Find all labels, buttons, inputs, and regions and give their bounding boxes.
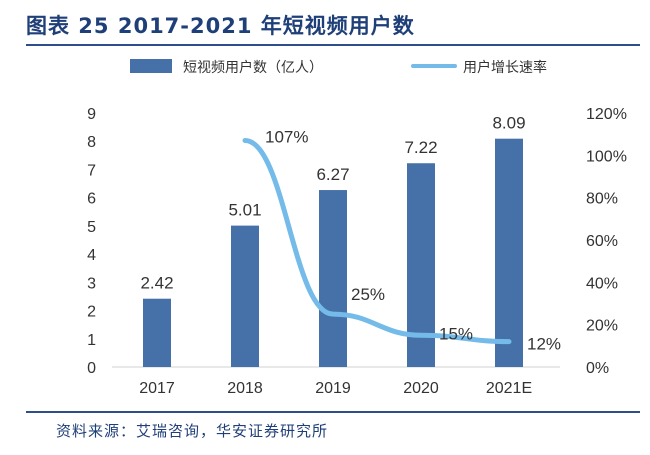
left-tick-label: 3 (87, 275, 96, 292)
source-note: 资料来源：艾瑞咨询，华安证券研究所 (56, 422, 329, 440)
line-value-label: 12% (527, 335, 561, 354)
line-value-label: 25% (351, 285, 385, 304)
legend-bar-label: 短视频用户数（亿人） (183, 59, 323, 76)
legend-line-label: 用户增长速率 (463, 59, 547, 76)
title-divider (26, 44, 640, 46)
bar-value-label: 8.09 (492, 114, 525, 133)
legend-bar-swatch (130, 59, 172, 73)
x-tick-label: 2018 (227, 380, 263, 397)
right-tick-label: 100% (586, 148, 627, 165)
line-series: 107% 25% 15% 12% (242, 128, 561, 354)
source-divider (26, 411, 640, 413)
growth-rate-line (242, 138, 512, 345)
right-tick-label: 0% (586, 360, 609, 377)
line-value-label: 107% (265, 128, 308, 147)
bar-value-label: 6.27 (316, 165, 349, 184)
x-tick-label: 2021E (486, 380, 532, 397)
x-tick-label: 2020 (403, 380, 439, 397)
left-tick-label: 7 (87, 162, 96, 179)
bar-series: 2.42 5.01 6.27 7.22 8.09 (140, 114, 526, 367)
right-tick-label: 20% (586, 318, 618, 335)
bar-value-label: 2.42 (140, 274, 173, 293)
left-tick-label: 2 (87, 304, 96, 321)
right-tick-label: 80% (586, 191, 618, 208)
left-tick-label: 6 (87, 191, 96, 208)
bar-value-label: 5.01 (228, 201, 261, 220)
right-axis: 0% 20% 40% 60% 80% 100% 120% (586, 106, 627, 377)
line-value-label: 15% (439, 324, 473, 343)
left-axis: 0 1 2 3 4 5 6 7 8 9 (87, 106, 96, 377)
left-tick-label: 4 (87, 247, 96, 264)
chart-title: 图表 25 2017-2021 年短视频用户数 (26, 14, 415, 38)
bar (143, 298, 171, 367)
x-tick-label: 2019 (315, 380, 351, 397)
bar-value-label: 7.22 (404, 138, 437, 157)
x-axis: 2017 2018 2019 2020 2021E (139, 380, 532, 397)
x-tick-label: 2017 (139, 380, 175, 397)
legend: 短视频用户数（亿人） 用户增长速率 (130, 59, 547, 76)
bar (495, 138, 523, 367)
left-tick-label: 9 (87, 106, 96, 123)
right-tick-label: 40% (586, 275, 618, 292)
left-tick-label: 8 (87, 134, 96, 151)
right-tick-label: 120% (586, 106, 627, 123)
left-tick-label: 5 (87, 219, 96, 236)
left-tick-label: 0 (87, 360, 96, 377)
bar (319, 190, 347, 367)
left-tick-label: 1 (87, 332, 96, 349)
bar (231, 225, 259, 367)
right-tick-label: 60% (586, 233, 618, 250)
